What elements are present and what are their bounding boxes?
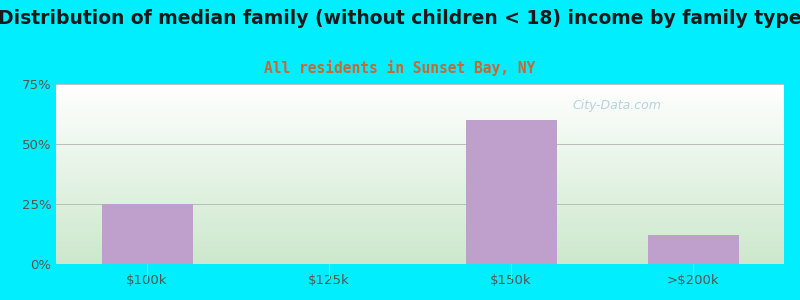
Bar bbox=[102, 204, 193, 264]
Bar bbox=[647, 235, 738, 264]
Text: City-Data.com: City-Data.com bbox=[572, 99, 661, 112]
Bar bbox=[466, 120, 557, 264]
Text: All residents in Sunset Bay, NY: All residents in Sunset Bay, NY bbox=[264, 60, 536, 76]
Text: Distribution of median family (without children < 18) income by family type: Distribution of median family (without c… bbox=[0, 9, 800, 28]
